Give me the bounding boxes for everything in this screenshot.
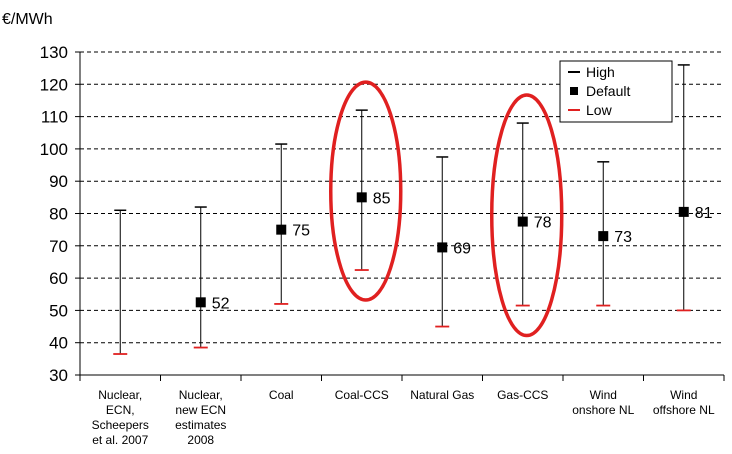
- y-tick-label: 50: [49, 301, 68, 320]
- grid: [80, 51, 724, 344]
- category-label-line: ECN,: [106, 403, 135, 417]
- default-marker: [437, 242, 448, 253]
- category-label-line: Nuclear,: [179, 388, 223, 402]
- default-marker: [276, 224, 287, 235]
- highlight-ellipse: [329, 80, 403, 302]
- category-label: Coal: [269, 388, 294, 402]
- highlight-ellipse: [490, 93, 564, 338]
- y-axis-ticks: 30 40 50 60 70 80 90 100 110 120 130: [40, 43, 68, 385]
- y-tick-label: 90: [49, 172, 68, 191]
- y-tick-label: 40: [49, 334, 68, 353]
- range-bars: 52 75 85 69 78 73 81: [113, 64, 713, 355]
- y-tick-label: 70: [49, 237, 68, 256]
- category-label: Gas-CCS: [497, 388, 548, 402]
- x-axis-category-labels: Nuclear, ECN, Scheepers et al. 2007Nuclear,…: [92, 388, 715, 447]
- default-marker: [598, 231, 609, 242]
- category-label-line: Wind: [670, 388, 697, 402]
- y-tick-label: 80: [49, 205, 68, 224]
- category-label-line: onshore NL: [572, 403, 634, 417]
- category-label: Coal-CCS: [335, 388, 389, 402]
- y-tick-label: 130: [40, 43, 68, 62]
- category-label-line: 2008: [187, 433, 214, 447]
- category-label: Natural Gas: [410, 388, 474, 402]
- axes: [75, 51, 725, 381]
- y-tick-label: 110: [41, 108, 68, 127]
- default-value-label: 85: [373, 190, 391, 207]
- category-label-line: Natural Gas: [410, 388, 474, 402]
- category-label-line: Coal: [269, 388, 294, 402]
- category-label-line: estimates: [175, 418, 226, 432]
- category-label-line: offshore NL: [653, 403, 715, 417]
- category-label-line: Coal-CCS: [335, 388, 389, 402]
- default-value-label: 69: [453, 240, 471, 257]
- legend-label: Low: [586, 102, 613, 118]
- category-label-line: Scheepers: [92, 418, 149, 432]
- category-label: Wind onshore NL: [572, 388, 634, 417]
- default-marker: [356, 192, 367, 203]
- default-value-label: 73: [614, 229, 632, 246]
- y-tick-label: 30: [49, 366, 68, 385]
- default-marker: [195, 297, 206, 308]
- default-value-label: 78: [534, 215, 552, 232]
- legend-label: Default: [586, 83, 630, 99]
- category-label: Nuclear, ECN, Scheepers et al. 2007: [92, 388, 149, 447]
- default-marker: [517, 216, 528, 227]
- category-label-line: Nuclear,: [98, 388, 142, 402]
- legend: High Default Low: [559, 60, 673, 123]
- legend-label: High: [586, 64, 615, 80]
- category-label-line: et al. 2007: [92, 433, 148, 447]
- category-label-line: Gas-CCS: [497, 388, 548, 402]
- highlight-ellipses: [329, 80, 564, 338]
- y-tick-label: 100: [40, 140, 68, 159]
- default-value-label: 52: [212, 295, 230, 312]
- legend-marker-default: [570, 87, 578, 95]
- default-value-label: 81: [695, 205, 713, 222]
- default-marker: [678, 206, 689, 217]
- default-value-label: 75: [292, 223, 310, 240]
- category-label-line: new ECN: [175, 403, 226, 417]
- category-label-line: Wind: [590, 388, 617, 402]
- y-tick-label: 120: [40, 75, 68, 94]
- y-tick-label: 60: [49, 269, 68, 288]
- category-label: Wind offshore NL: [653, 388, 715, 417]
- category-label: Nuclear, new ECN estimates 2008: [175, 388, 226, 447]
- unit-label: €/MWh: [2, 11, 53, 28]
